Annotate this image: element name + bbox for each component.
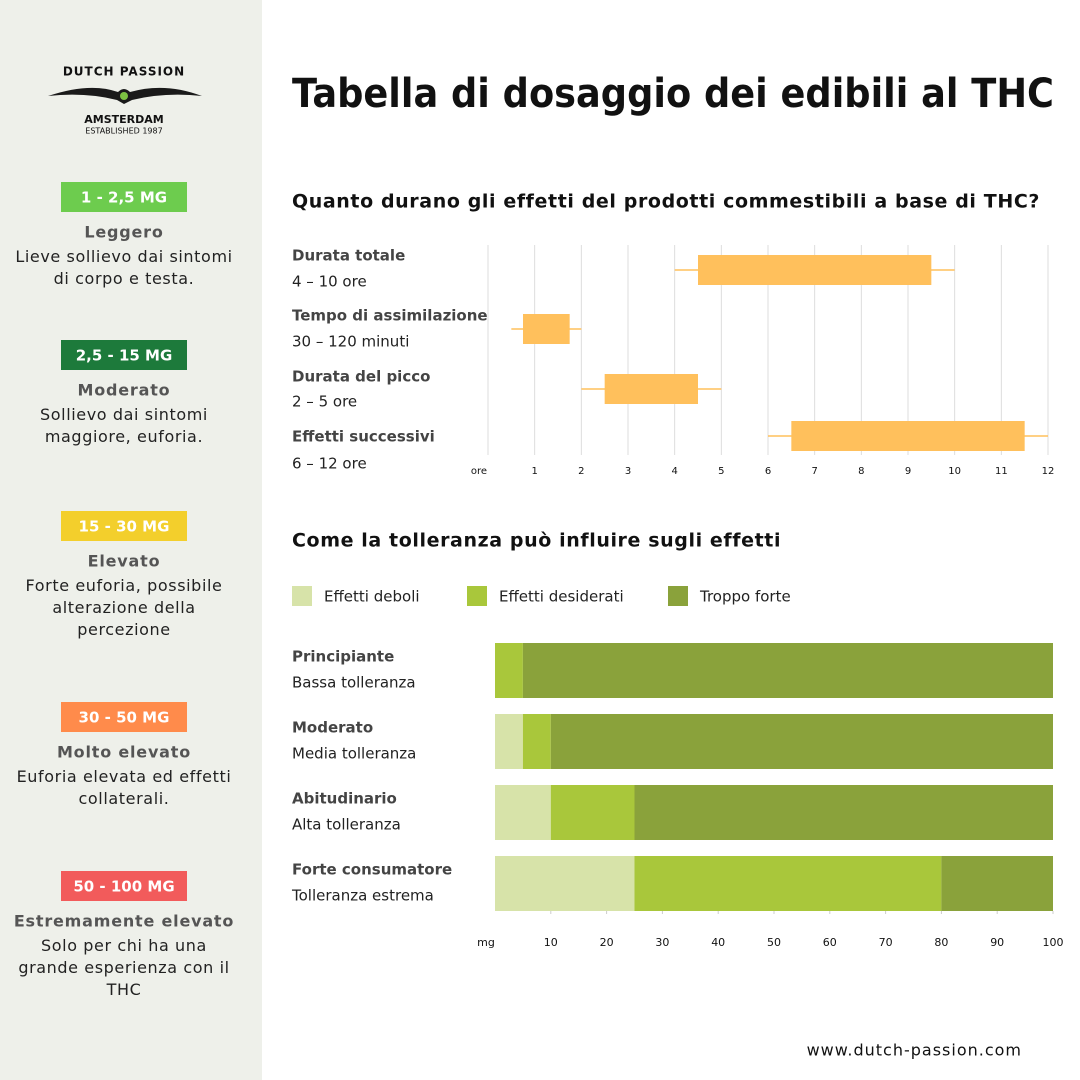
level-name: Estremamente elevato (14, 912, 234, 931)
x-tick-label: 4 (671, 466, 677, 477)
logo-established: ESTABLISHED 1987 (85, 127, 162, 136)
bar-segment (495, 714, 523, 769)
x-tick-label: 100 (1043, 936, 1064, 949)
x-tick-label: 9 (905, 466, 911, 477)
x-tick-label: 5 (718, 466, 724, 477)
x-tick-label: 10 (544, 936, 558, 949)
chart-title: Quanto durano gli effetti del prodotti c… (292, 191, 1040, 213)
x-tick-label: 50 (767, 936, 781, 949)
logo-dot (120, 92, 128, 100)
logo-city: AMSTERDAM (84, 113, 163, 126)
dose-label: 1 - 2,5 MG (81, 189, 167, 207)
row-label: Abitudinario (292, 790, 397, 808)
dose-label: 30 - 50 MG (79, 709, 170, 727)
x-tick-label: 40 (711, 936, 725, 949)
bar-segment (495, 643, 523, 698)
level-description: Euforia elevata ed effetti collaterali. (16, 767, 232, 808)
title: Tabella di dosaggio dei edibili al THC (292, 71, 1054, 117)
x-tick-label: 12 (1042, 466, 1055, 477)
box (604, 374, 698, 404)
row-sublabel: 6 – 12 ore (292, 455, 367, 473)
level-description: Forte euforia, possibile alterazione del… (25, 576, 223, 639)
level-name: Molto elevato (57, 743, 191, 762)
legend-label: Effetti desiderati (499, 588, 624, 606)
chart-title: Come la tolleranza può influire sugli ef… (292, 530, 781, 552)
row-label: Durata del picco (292, 368, 430, 386)
bar-segment (550, 785, 635, 840)
bar-segment (495, 785, 551, 840)
x-tick-label: 1 (531, 466, 537, 477)
legend-label: Troppo forte (699, 588, 791, 606)
bar-segment (522, 643, 1053, 698)
dose-label: 50 - 100 MG (73, 878, 174, 896)
row-label: Effetti successivi (292, 428, 435, 446)
row-sublabel: Alta tolleranza (292, 816, 401, 834)
x-tick-label: 11 (995, 466, 1008, 477)
dose-badge (61, 511, 187, 541)
logo: DUTCH PASSION AMSTERDAM ESTABLISHED 1987 (48, 65, 202, 136)
level-name: Elevato (88, 552, 161, 571)
legend-swatch (668, 586, 688, 606)
row-sublabel: Bassa tolleranza (292, 674, 416, 692)
x-tick-label: 2 (578, 466, 584, 477)
x-tick-label: 10 (948, 466, 961, 477)
row-sublabel: 30 – 120 minuti (292, 333, 409, 351)
bar-segment (941, 856, 1053, 911)
x-tick-label: 60 (823, 936, 837, 949)
x-tick-label: 20 (600, 936, 614, 949)
bar-segment (495, 856, 635, 911)
dose-badge (61, 702, 187, 732)
bar-segment (550, 714, 1053, 769)
legend-label: Effetti deboli (324, 588, 420, 606)
level-description: Sollievo dai sintomi maggiore, euforia. (40, 405, 208, 446)
logo-brand: DUTCH PASSION (63, 65, 185, 79)
x-tick-label: 3 (625, 466, 631, 477)
box (523, 314, 570, 344)
row-sublabel: Media tolleranza (292, 745, 416, 763)
dose-label: 15 - 30 MG (79, 518, 170, 536)
x-tick-label: 8 (858, 466, 864, 477)
row-sublabel: 2 – 5 ore (292, 393, 357, 411)
x-axis-label: ore (471, 466, 487, 477)
row-label: Forte consumatore (292, 861, 452, 879)
footer: www.dutch-passion.com (807, 1041, 1022, 1060)
bar-segment (634, 785, 1053, 840)
level-description: Lieve sollievo dai sintomi di corpo e te… (15, 247, 233, 288)
row-label: Principiante (292, 648, 394, 666)
x-tick-label: 30 (655, 936, 669, 949)
dose-badge (61, 340, 187, 370)
legend-swatch (467, 586, 487, 606)
x-tick-label: 7 (811, 466, 817, 477)
bar-segment (522, 714, 551, 769)
x-tick-label: 70 (879, 936, 893, 949)
level-description: Solo per chi ha una grande esperienza co… (18, 936, 230, 999)
row-label: Durata totale (292, 247, 405, 265)
x-axis-label: mg (477, 936, 495, 949)
bar-segment (634, 856, 942, 911)
dose-badge (61, 871, 187, 901)
row-sublabel: Tolleranza estrema (291, 887, 434, 905)
row-label: Tempo di assimilazione (292, 307, 488, 325)
x-tick-label: 80 (934, 936, 948, 949)
x-tick-label: 90 (990, 936, 1004, 949)
legend-swatch (292, 586, 312, 606)
dose-label: 2,5 - 15 MG (76, 347, 173, 365)
dose-badge (61, 182, 187, 212)
x-tick-label: 6 (765, 466, 771, 477)
box (791, 421, 1025, 451)
level-name: Moderato (78, 381, 171, 400)
row-sublabel: 4 – 10 ore (292, 273, 367, 291)
level-name: Leggero (84, 223, 163, 242)
box (698, 255, 932, 285)
row-label: Moderato (292, 719, 373, 737)
